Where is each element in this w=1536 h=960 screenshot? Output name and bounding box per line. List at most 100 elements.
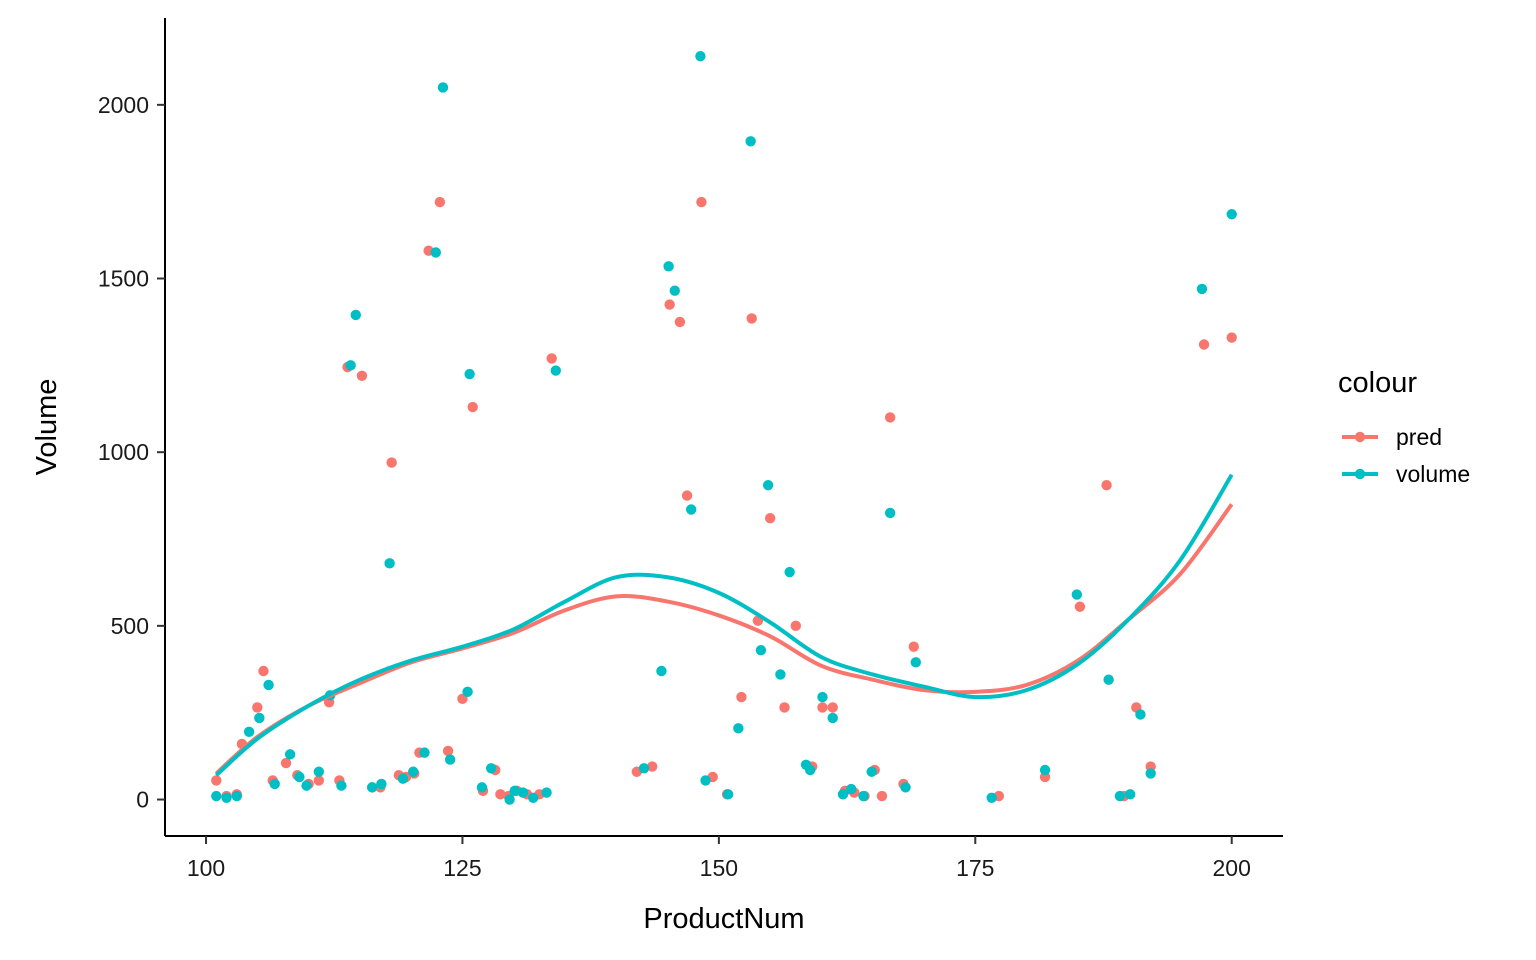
data-point-volume bbox=[509, 785, 520, 797]
data-point-volume bbox=[1103, 674, 1114, 685]
data-point-volume bbox=[638, 763, 650, 774]
data-point-pred bbox=[1198, 339, 1210, 350]
data-point-volume bbox=[722, 789, 734, 800]
data-point-pred bbox=[313, 775, 325, 786]
data-point-volume bbox=[269, 778, 280, 790]
data-point-volume bbox=[211, 790, 222, 802]
data-point-volume bbox=[762, 479, 774, 491]
data-point-volume bbox=[817, 691, 828, 703]
data-point-volume bbox=[663, 261, 674, 272]
data-point-volume bbox=[1039, 764, 1051, 776]
data-point-pred bbox=[258, 665, 269, 677]
x-tick-label: 125 bbox=[443, 855, 481, 881]
data-point-volume bbox=[845, 783, 857, 795]
data-point-volume bbox=[430, 247, 441, 258]
data-point-volume bbox=[910, 657, 922, 668]
data-point-volume bbox=[775, 669, 786, 680]
data-point-volume bbox=[837, 789, 849, 800]
data-point-volume bbox=[986, 792, 997, 803]
data-point-volume bbox=[397, 773, 409, 784]
x-tick-label: 150 bbox=[700, 855, 738, 881]
data-point-volume bbox=[541, 787, 552, 798]
legend-label-pred: pred bbox=[1396, 424, 1442, 450]
data-point-pred bbox=[280, 757, 292, 769]
data-point-volume bbox=[755, 644, 767, 656]
data-point-pred bbox=[442, 745, 454, 757]
data-point-volume bbox=[384, 558, 395, 569]
x-tick-label: 100 bbox=[187, 855, 225, 881]
data-point-volume bbox=[254, 712, 265, 724]
data-point-volume bbox=[827, 712, 838, 724]
data-point-pred bbox=[876, 790, 888, 802]
y-tick-label: 2000 bbox=[98, 92, 149, 118]
data-point-pred bbox=[696, 196, 707, 208]
data-point-pred bbox=[1074, 601, 1086, 612]
data-point-pred bbox=[736, 691, 747, 703]
x-tick-label: 200 bbox=[1213, 855, 1251, 881]
data-point-volume bbox=[301, 780, 312, 791]
y-tick-label: 0 bbox=[136, 787, 149, 813]
y-tick-label: 1000 bbox=[98, 439, 149, 465]
data-point-pred bbox=[908, 641, 919, 652]
data-point-volume bbox=[464, 368, 475, 380]
x-axis-title: ProductNum bbox=[643, 903, 804, 935]
y-tick-label: 500 bbox=[111, 613, 149, 639]
data-point-volume bbox=[695, 51, 706, 62]
data-point-pred bbox=[779, 702, 790, 713]
series-pred bbox=[211, 196, 1237, 802]
data-point-volume bbox=[1226, 209, 1237, 220]
data-point-pred bbox=[817, 702, 828, 713]
plot-area bbox=[211, 51, 1237, 805]
data-point-pred bbox=[827, 702, 838, 713]
data-point-volume bbox=[1145, 768, 1156, 779]
trend-line-pred bbox=[214, 503, 1234, 775]
legend: colour pred volume bbox=[1338, 367, 1470, 487]
data-point-volume bbox=[685, 504, 697, 515]
data-point-volume bbox=[1114, 790, 1126, 802]
data-point-pred bbox=[386, 457, 397, 468]
data-point-pred bbox=[674, 316, 686, 328]
data-point-pred bbox=[647, 761, 658, 772]
data-point-volume bbox=[350, 309, 361, 321]
data-point-volume bbox=[419, 747, 430, 758]
data-point-volume bbox=[858, 790, 869, 802]
data-point-pred bbox=[356, 370, 368, 381]
data-point-volume bbox=[784, 566, 795, 578]
data-point-volume bbox=[313, 766, 325, 777]
data-point-volume bbox=[504, 794, 515, 805]
data-point-pred bbox=[252, 702, 263, 713]
data-point-pred bbox=[211, 775, 222, 786]
data-point-volume bbox=[1135, 709, 1146, 720]
y-axis-ticks: 0 500 1000 1500 2000 bbox=[98, 92, 165, 813]
legend-title: colour bbox=[1338, 367, 1417, 399]
data-point-volume bbox=[804, 764, 816, 776]
data-point-pred bbox=[546, 353, 557, 364]
data-point-volume bbox=[900, 782, 911, 793]
data-point-volume bbox=[437, 82, 449, 93]
legend-key-point-pred bbox=[1354, 431, 1366, 443]
legend-key-point-volume bbox=[1354, 468, 1366, 480]
data-point-pred bbox=[434, 196, 446, 208]
data-point-pred bbox=[884, 412, 896, 423]
data-point-volume bbox=[345, 360, 356, 371]
data-point-pred bbox=[746, 313, 757, 324]
data-point-pred bbox=[467, 401, 478, 413]
data-point-volume bbox=[221, 792, 232, 803]
data-point-volume bbox=[550, 365, 561, 376]
data-point-volume bbox=[733, 723, 744, 734]
data-point-volume bbox=[866, 766, 877, 777]
data-point-volume bbox=[263, 679, 274, 691]
data-point-volume bbox=[243, 726, 255, 737]
series-volume bbox=[211, 51, 1237, 805]
x-axis-ticks: 100 125 150 175 200 bbox=[187, 836, 1251, 881]
data-point-pred bbox=[790, 620, 801, 632]
data-point-volume bbox=[528, 792, 539, 803]
data-point-volume bbox=[485, 763, 497, 774]
data-point-pred bbox=[764, 512, 776, 524]
data-point-pred bbox=[664, 299, 675, 310]
data-point-pred bbox=[681, 490, 693, 501]
data-point-volume bbox=[294, 771, 305, 783]
data-point-pred bbox=[1101, 479, 1112, 491]
data-point-volume bbox=[1196, 283, 1208, 295]
